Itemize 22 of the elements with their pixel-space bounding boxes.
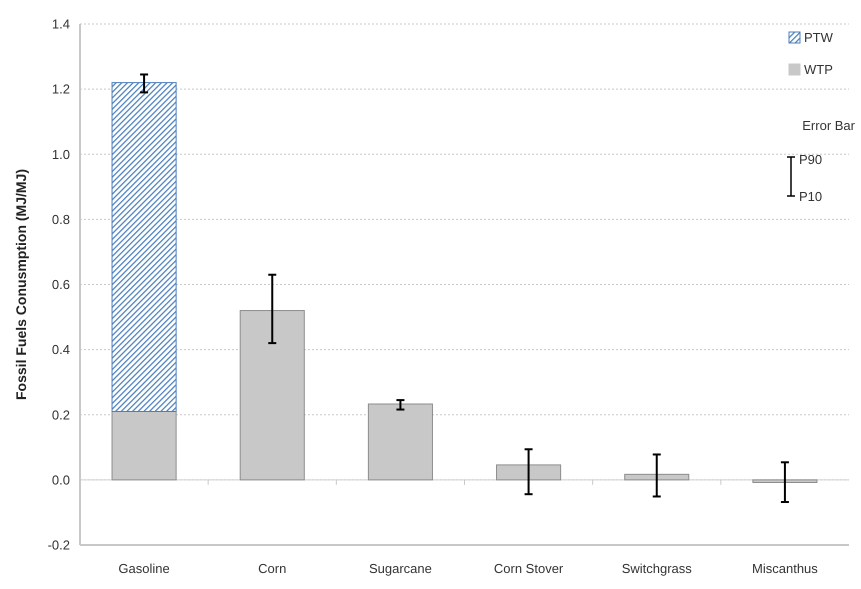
y-tick-label: 0.0	[52, 472, 70, 488]
y-tick-label: 1.4	[52, 16, 70, 32]
annotation: Error Bar	[802, 118, 856, 133]
x-tick-label: Switchgrass	[622, 561, 692, 576]
y-tick-label: 0.2	[52, 407, 70, 422]
bar	[112, 82, 177, 412]
y-tick-label: 0.6	[52, 277, 70, 292]
annotation: P90	[799, 152, 822, 167]
y-tick-label: 1.0	[52, 146, 70, 162]
y-axis-title: Fossil Fuels Conusmption (MJ/MJ)	[13, 168, 29, 400]
x-tick-label: Corn	[258, 561, 286, 576]
y-tick-label: 1.2	[52, 82, 70, 97]
y-tick-label: -0.2	[48, 538, 70, 553]
x-tick-label: Sugarcane	[368, 561, 432, 576]
legend-label: WTP	[804, 62, 833, 77]
y-tick-label: 0.8	[52, 212, 70, 227]
x-tick-label: Corn Stover	[494, 561, 564, 576]
y-tick-label: 0.4	[52, 342, 70, 358]
annotation: P10	[799, 189, 822, 204]
legend-label: PTW	[804, 30, 834, 45]
x-tick-label: Miscanthus	[752, 561, 818, 576]
x-tick-label: Gasoline	[118, 561, 170, 576]
